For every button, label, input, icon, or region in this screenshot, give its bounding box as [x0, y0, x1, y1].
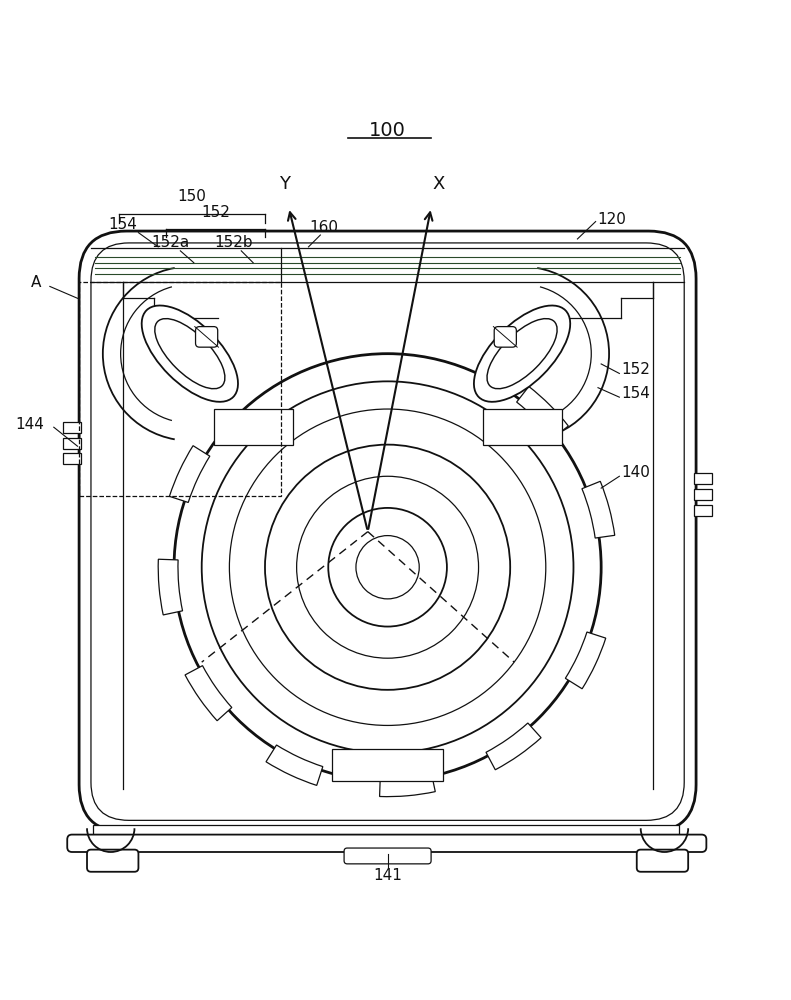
Text: 140: 140 — [621, 465, 650, 480]
Wedge shape — [486, 723, 541, 770]
Bar — [63, 438, 81, 449]
Circle shape — [202, 381, 573, 753]
Bar — [694, 505, 712, 516]
Text: 150: 150 — [177, 189, 206, 204]
Wedge shape — [158, 559, 183, 615]
FancyBboxPatch shape — [344, 848, 431, 864]
Text: 152: 152 — [621, 362, 650, 377]
FancyBboxPatch shape — [494, 327, 517, 347]
Polygon shape — [214, 409, 293, 445]
Text: 100: 100 — [369, 121, 406, 140]
Wedge shape — [380, 772, 435, 797]
Wedge shape — [185, 666, 232, 721]
Text: 154: 154 — [108, 217, 137, 232]
Bar — [63, 422, 81, 433]
FancyBboxPatch shape — [79, 231, 696, 832]
Text: 154: 154 — [621, 386, 650, 401]
Wedge shape — [566, 632, 606, 689]
Text: Y: Y — [279, 175, 290, 193]
Circle shape — [356, 536, 419, 599]
Circle shape — [174, 354, 601, 781]
Text: 160: 160 — [310, 220, 339, 235]
Text: 152: 152 — [201, 205, 230, 220]
Ellipse shape — [487, 319, 557, 389]
Wedge shape — [582, 481, 615, 538]
Ellipse shape — [155, 319, 225, 389]
Text: X: X — [433, 175, 445, 193]
Text: 141: 141 — [373, 868, 402, 883]
Text: 152a: 152a — [151, 235, 189, 250]
Polygon shape — [332, 749, 443, 781]
Wedge shape — [266, 745, 323, 785]
Bar — [694, 473, 712, 484]
Text: A: A — [30, 275, 41, 290]
Text: 120: 120 — [597, 212, 626, 227]
Text: 144: 144 — [16, 417, 44, 432]
Circle shape — [265, 445, 510, 690]
FancyBboxPatch shape — [195, 327, 218, 347]
Bar — [694, 489, 712, 500]
FancyBboxPatch shape — [637, 850, 688, 872]
Bar — [63, 453, 81, 464]
FancyBboxPatch shape — [67, 835, 706, 852]
FancyBboxPatch shape — [87, 850, 138, 872]
Wedge shape — [169, 446, 210, 502]
Ellipse shape — [474, 306, 570, 402]
Bar — [93, 825, 679, 838]
Circle shape — [297, 476, 479, 658]
Wedge shape — [517, 386, 569, 438]
Ellipse shape — [142, 306, 238, 402]
Circle shape — [229, 409, 546, 725]
Text: 152b: 152b — [214, 235, 252, 250]
Bar — [79, 282, 281, 496]
Polygon shape — [483, 409, 562, 445]
Circle shape — [328, 508, 447, 627]
